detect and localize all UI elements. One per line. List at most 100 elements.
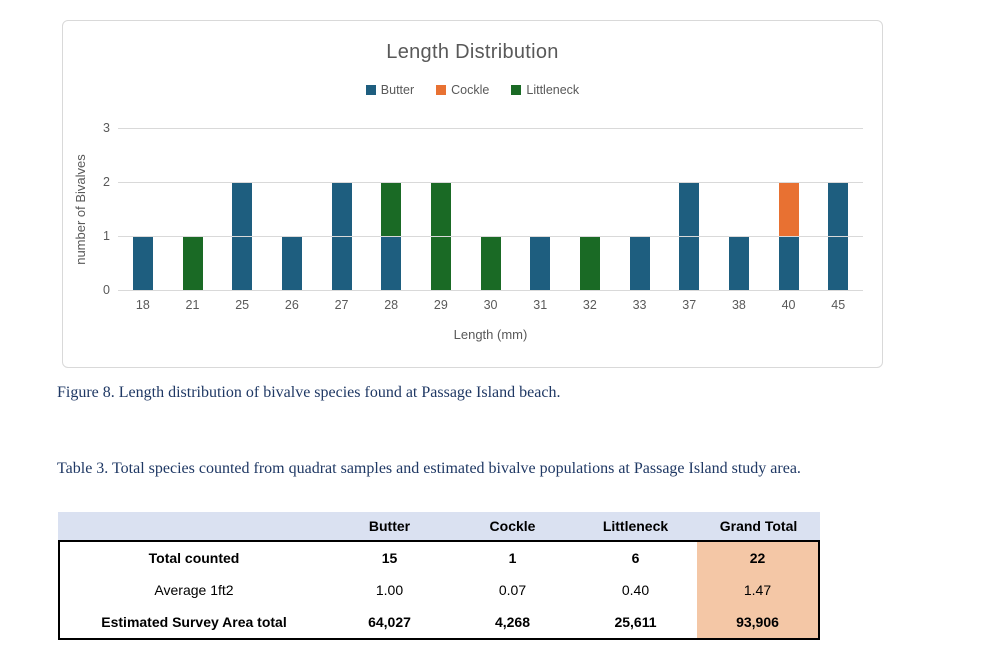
- legend-swatch-icon: [436, 85, 447, 95]
- bar-segment-littleneck-21: [182, 236, 203, 290]
- value-cell: 0.07: [498, 582, 527, 598]
- bar-segment-littleneck-30: [480, 236, 501, 290]
- bar-segment-littleneck-28: [381, 182, 402, 236]
- bar-slot: [813, 128, 863, 290]
- legend-item-littleneck: Littleneck: [511, 83, 579, 97]
- gridline: [118, 236, 863, 237]
- x-axis-title: Length (mm): [453, 327, 528, 342]
- bar-segment-butter-26: [281, 236, 302, 290]
- value-cell: 1.47: [697, 574, 818, 606]
- legend-item-cockle: Cockle: [436, 83, 489, 97]
- chart-legend: Butter Cockle Littleneck: [63, 83, 882, 97]
- bar-slot: [714, 128, 764, 290]
- legend-swatch-icon: [365, 85, 376, 95]
- bar-segment-butter-38: [728, 236, 749, 290]
- bar-stack-33: [629, 236, 650, 290]
- y-tick-label: 1: [103, 229, 110, 243]
- bar-segment-butter-40: [778, 236, 799, 290]
- x-tick-label: 18: [135, 298, 150, 312]
- row-label-cell: Total counted: [148, 550, 240, 566]
- y-tick-label: 2: [103, 175, 110, 189]
- value-cell: 22: [697, 542, 818, 574]
- bar-stack-28: [381, 182, 402, 290]
- row-label-cell: Average 1ft2: [154, 582, 234, 598]
- x-tick-label: 21: [185, 298, 200, 312]
- bar-slot: [515, 128, 565, 290]
- value-cell: 6: [631, 550, 640, 566]
- table-header-cell: [58, 512, 328, 540]
- bar-stack-30: [480, 236, 501, 290]
- gridline: [118, 182, 863, 183]
- bars-container: [118, 128, 863, 290]
- legend-label: Cockle: [451, 83, 490, 97]
- bar-segment-butter-18: [132, 236, 153, 290]
- legend-label: Butter: [380, 83, 415, 97]
- y-tick-label: 0: [103, 283, 110, 297]
- bar-slot: [416, 128, 466, 290]
- gridline: [118, 290, 863, 291]
- bar-stack-31: [530, 236, 551, 290]
- bar-segment-butter-28: [381, 236, 402, 290]
- bar-slot: [615, 128, 665, 290]
- row-label-cell: Estimated Survey Area total: [101, 614, 287, 630]
- bar-stack-21: [182, 236, 203, 290]
- x-tick-label: 37: [682, 298, 697, 312]
- bar-stack-38: [728, 236, 749, 290]
- plot-area: 0 1 2 3: [103, 121, 863, 297]
- table-header-cell: Cockle: [489, 518, 536, 534]
- x-tick-label: 33: [632, 298, 647, 312]
- value-cell: 93,906: [697, 606, 818, 638]
- table-body: Total counted 15 1 6 22 Average 1ft2 1.00 0.07 0…: [58, 540, 820, 640]
- table-header-cell: Grand Total: [719, 518, 798, 534]
- x-tick-label: 25: [235, 298, 250, 312]
- table-header-cell: Littleneck: [602, 518, 669, 534]
- bar-slot: [118, 128, 168, 290]
- bar-slot: [366, 128, 416, 290]
- bar-segment-butter-31: [530, 236, 551, 290]
- bar-segment-butter-33: [629, 236, 650, 290]
- x-tick-label: 26: [284, 298, 299, 312]
- x-tick-label: 38: [731, 298, 746, 312]
- bar-segment-littleneck-32: [579, 236, 600, 290]
- y-tick-label: 3: [103, 121, 110, 135]
- table-header-cell: Butter: [368, 518, 411, 534]
- value-cell: 25,611: [614, 614, 657, 630]
- legend-swatch-icon: [511, 85, 522, 95]
- bar-slot: [267, 128, 317, 290]
- value-cell: 0.40: [621, 582, 650, 598]
- bar-slot: [168, 128, 218, 290]
- bar-slot: [764, 128, 814, 290]
- x-tick-label: 31: [533, 298, 548, 312]
- bar-slot: [466, 128, 516, 290]
- gridline: [118, 128, 863, 129]
- table-header-row: Butter Cockle Littleneck Grand Total: [58, 512, 820, 540]
- y-axis-title: number of Bivalves: [72, 153, 88, 265]
- x-tick-label: 32: [582, 298, 597, 312]
- value-cell: 15: [381, 550, 398, 566]
- x-tick-label: 30: [483, 298, 498, 312]
- x-tick-label: 28: [384, 298, 399, 312]
- value-cell: 64,027: [368, 614, 411, 630]
- x-tick-label: 29: [433, 298, 448, 312]
- summary-table: Butter Cockle Littleneck Grand Total Total …: [58, 512, 820, 640]
- table-caption: Table 3. Total species counted from quad…: [57, 460, 801, 477]
- bar-slot: [217, 128, 267, 290]
- legend-label: Littleneck: [526, 83, 580, 97]
- bar-stack-18: [132, 236, 153, 290]
- chart-title: Length Distribution: [386, 41, 559, 63]
- legend-item-butter: Butter: [365, 83, 415, 97]
- table-row: Total counted 15 1 6 22: [60, 542, 818, 574]
- figure-caption: Figure 8. Length distribution of bivalve…: [57, 384, 561, 401]
- bar-slot: [664, 128, 714, 290]
- value-cell: 1.00: [375, 582, 404, 598]
- bar-slot: [317, 128, 367, 290]
- x-tick-label: 45: [831, 298, 846, 312]
- bar-segment-cockle-40: [778, 182, 799, 236]
- value-cell: 1: [508, 550, 517, 566]
- x-tick-label: 40: [781, 298, 796, 312]
- table-row: Average 1ft2 1.00 0.07 0.40 1.47: [60, 574, 818, 606]
- value-cell: 4,268: [494, 614, 531, 630]
- bar-slot: [565, 128, 615, 290]
- x-axis-ticks: 18 21 25 26 27 28 29 30 31 32 33 37 38 40 45: [118, 298, 863, 312]
